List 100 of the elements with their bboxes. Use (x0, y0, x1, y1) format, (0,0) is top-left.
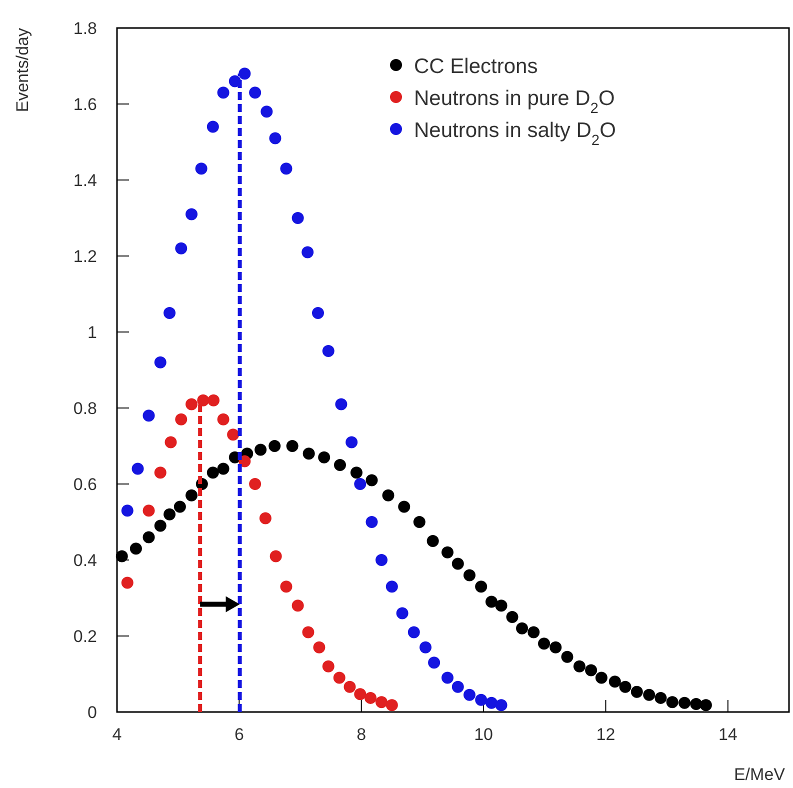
point (420, 641, 432, 654)
point (238, 68, 251, 80)
point (485, 696, 498, 709)
y-tick-label: 1.2 (73, 247, 97, 266)
point (164, 436, 177, 448)
y-tick-label: 0.8 (73, 399, 97, 418)
point (428, 656, 440, 669)
point (561, 650, 574, 663)
x-tick-label: 12 (596, 725, 616, 744)
point (130, 542, 142, 555)
x-tick-label: 4 (112, 725, 122, 744)
point (154, 520, 166, 532)
point (292, 212, 304, 224)
point (197, 394, 210, 406)
point (312, 307, 324, 319)
point (376, 696, 388, 708)
point (175, 242, 188, 254)
point (495, 600, 508, 612)
point (382, 489, 394, 502)
point (254, 444, 267, 456)
point (322, 660, 334, 672)
point (260, 106, 273, 118)
point (550, 641, 562, 654)
point (186, 489, 198, 502)
point (643, 688, 656, 701)
x-tick-label: 6 (234, 725, 244, 744)
point (452, 680, 464, 693)
point (630, 686, 643, 698)
y-tick-label: 1.8 (73, 19, 97, 38)
point (121, 504, 134, 517)
y-tick-label: 1.6 (73, 95, 97, 114)
point (452, 558, 464, 570)
point (344, 680, 356, 693)
point (269, 132, 282, 144)
point (396, 607, 408, 620)
point (495, 699, 508, 712)
point (268, 440, 281, 452)
point (475, 580, 488, 593)
y-axis-title: Events/day (13, 28, 32, 112)
point (227, 428, 240, 441)
point (386, 580, 398, 593)
point (475, 694, 488, 706)
legend-label: Neutrons in pure D$_{2}$O (414, 87, 615, 117)
point (333, 672, 346, 684)
point (164, 508, 176, 520)
point (249, 478, 262, 490)
point (280, 162, 292, 175)
x-axis-title: E/MeV (734, 765, 786, 784)
point (121, 576, 134, 589)
point (286, 440, 298, 452)
point (142, 504, 155, 517)
point (463, 569, 476, 582)
point (506, 611, 518, 623)
point (280, 580, 292, 593)
point (164, 307, 176, 319)
point (408, 626, 420, 638)
point (186, 398, 198, 410)
point (302, 448, 315, 460)
point (142, 531, 155, 544)
point (528, 626, 540, 638)
legend-label: Neutrons in salty D$_{2}$O (414, 119, 616, 149)
y-tick-label: 1.4 (73, 171, 97, 190)
point (700, 699, 712, 712)
y-tick-label: 0 (88, 703, 97, 722)
point (217, 413, 230, 426)
point (376, 554, 388, 566)
point (116, 550, 128, 562)
point (217, 86, 230, 99)
x-tick-label: 10 (474, 725, 494, 744)
point (485, 596, 498, 608)
point (195, 162, 208, 175)
point (270, 550, 282, 562)
x-tick-label: 8 (356, 725, 366, 744)
point (354, 688, 366, 700)
y-tick-label: 1 (88, 323, 97, 342)
point (154, 356, 166, 368)
point (302, 626, 314, 638)
point (595, 672, 608, 684)
point (516, 622, 528, 634)
point (335, 398, 348, 410)
point (142, 410, 155, 422)
point (346, 436, 358, 448)
legend-label: CC Electrons (414, 55, 538, 78)
point (174, 500, 186, 513)
point (208, 394, 220, 406)
point (386, 699, 398, 712)
point (217, 462, 230, 475)
x-tick-label: 14 (718, 725, 738, 744)
point (666, 696, 678, 708)
y-tick-label: 0.2 (73, 627, 97, 646)
point (259, 512, 272, 524)
point (206, 466, 219, 479)
point (132, 462, 144, 475)
point (538, 638, 550, 650)
point (350, 466, 362, 479)
point (366, 516, 378, 528)
point (186, 208, 198, 220)
point (690, 698, 702, 710)
point (175, 413, 188, 426)
point (364, 692, 377, 704)
